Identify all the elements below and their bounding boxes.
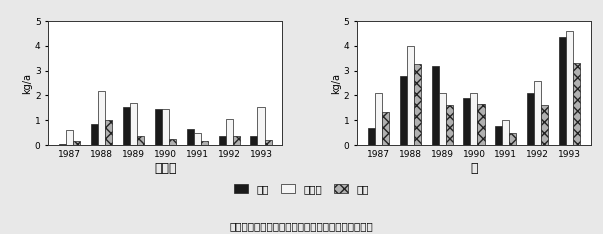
X-axis label: 茶: 茶: [470, 162, 478, 175]
Bar: [137, 136, 144, 145]
Bar: [438, 93, 446, 145]
Legend: 清耕, 敜ワラ, 草生: 清耕, 敜ワラ, 草生: [230, 180, 373, 198]
Bar: [194, 133, 201, 145]
Bar: [534, 80, 541, 145]
Bar: [154, 109, 162, 145]
Bar: [257, 107, 265, 145]
Bar: [464, 98, 470, 145]
Bar: [98, 91, 105, 145]
Bar: [527, 93, 534, 145]
Bar: [470, 93, 478, 145]
Bar: [478, 104, 485, 145]
Bar: [502, 120, 510, 145]
Bar: [162, 109, 169, 145]
Y-axis label: kg/a: kg/a: [331, 73, 341, 94]
Bar: [496, 126, 502, 145]
Bar: [573, 63, 580, 145]
Bar: [446, 105, 453, 145]
Bar: [186, 129, 194, 145]
Bar: [541, 105, 548, 145]
Bar: [226, 119, 233, 145]
Bar: [73, 141, 80, 145]
Bar: [59, 144, 66, 145]
Bar: [432, 66, 438, 145]
Bar: [201, 141, 207, 145]
Bar: [265, 140, 271, 145]
Bar: [169, 139, 175, 145]
Bar: [374, 93, 382, 145]
Bar: [66, 130, 73, 145]
Bar: [414, 64, 421, 145]
Bar: [218, 136, 226, 145]
Bar: [510, 133, 516, 145]
Bar: [559, 37, 566, 145]
Bar: [566, 31, 573, 145]
Y-axis label: kg/a: kg/a: [22, 73, 32, 94]
Bar: [91, 124, 98, 145]
X-axis label: ミカン: ミカン: [154, 162, 177, 175]
Bar: [400, 76, 406, 145]
Bar: [105, 120, 112, 145]
Bar: [382, 112, 389, 145]
Bar: [406, 46, 414, 145]
Text: 図２　浸透水による窒素流出量の推移（ｋｇ／ａ）: 図２ 浸透水による窒素流出量の推移（ｋｇ／ａ）: [230, 222, 373, 232]
Bar: [130, 103, 137, 145]
Bar: [250, 136, 257, 145]
Bar: [123, 107, 130, 145]
Bar: [368, 128, 374, 145]
Bar: [233, 136, 239, 145]
